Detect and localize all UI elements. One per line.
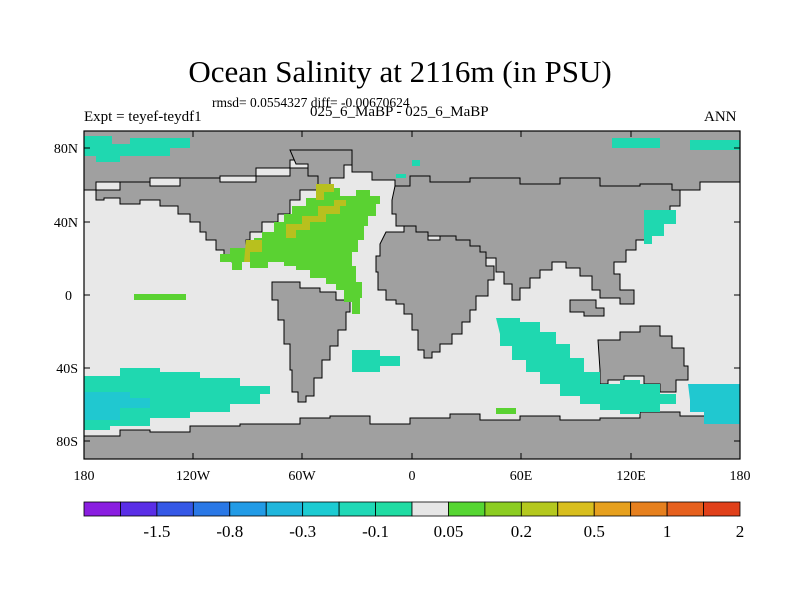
- africa: [375, 225, 495, 359]
- colorbar-swatch: [593, 501, 632, 517]
- gulf-high-anomaly: [244, 240, 262, 262]
- season-label: ANN: [704, 109, 737, 125]
- south-atlantic-anomaly: [352, 350, 400, 372]
- maritime-islands: [569, 299, 605, 317]
- arctic-far-east-anomaly: [690, 140, 740, 150]
- stats-text: rmsd= 0.0554327 diff= -0.00670624: [212, 95, 410, 110]
- colorbar-swatch: [666, 501, 704, 517]
- colorbar-swatch: [375, 501, 413, 517]
- colorbar-label: 0.05: [434, 522, 464, 541]
- atlantic-high-anomaly: [286, 200, 346, 238]
- colorbar-swatch: [83, 501, 121, 517]
- colorbar-label: 1: [663, 522, 672, 541]
- colorbar-swatch: [520, 501, 559, 517]
- lon-ticks: [192, 131, 632, 459]
- colorbar: [83, 501, 741, 517]
- lon-label: 180: [74, 469, 95, 484]
- lon-label: 60W: [288, 469, 316, 484]
- small-anomaly-a: [396, 174, 406, 178]
- colorbar-swatch: [265, 501, 304, 517]
- northwest-pacific-anomaly: [644, 210, 676, 244]
- south-america: [271, 281, 351, 403]
- pacific-positive-anomaly: [134, 294, 186, 300]
- colorbar-label: 2: [736, 522, 745, 541]
- lat-label: 80S: [56, 435, 78, 450]
- colorbar-swatch: [484, 501, 522, 517]
- colorbar-swatch: [229, 501, 267, 517]
- tasman-strong-anomaly: [688, 384, 740, 424]
- lat-label: 0: [65, 289, 72, 304]
- labrador-high-anomaly: [316, 184, 334, 200]
- colorbar-label: -0.1: [362, 522, 389, 541]
- indian-ocean-negative-anomaly: [496, 318, 676, 414]
- atlantic-positive-anomaly: [220, 188, 380, 314]
- experiment-label: Expt = teyef-teydf1: [84, 109, 202, 125]
- lat-label: 40S: [56, 362, 78, 377]
- lat-label: 80N: [54, 142, 78, 157]
- colorbar-label: 0.5: [584, 522, 605, 541]
- south-pacific-strong-anomaly: [84, 392, 150, 420]
- lon-label: 120W: [176, 469, 211, 484]
- lat-label: 40N: [54, 216, 78, 231]
- colorbar-swatch: [120, 501, 158, 517]
- map-title: Ocean Salinity at 2116m (in PSU): [188, 54, 612, 89]
- lon-label: 60E: [510, 469, 533, 484]
- colorbar-swatch: [411, 501, 449, 517]
- arctic-east-negative-anomaly: [612, 138, 660, 148]
- colorbar-label: -0.3: [289, 522, 316, 541]
- colorbar-labels: -1.5 -0.8 -0.3 -0.1 0.05 0.2 0.5 1 2: [143, 522, 744, 541]
- south-pacific-negative-anomaly: [84, 368, 270, 430]
- lon-label: 0: [409, 469, 416, 484]
- colorbar-swatch: [448, 501, 486, 517]
- small-anomaly-b: [412, 160, 420, 166]
- subtitle: 025_6_MaBP - 025_6_MaBP: [310, 104, 489, 120]
- colorbar-swatch: [156, 501, 194, 517]
- colorbar-swatch: [338, 501, 376, 517]
- australia: [597, 325, 689, 393]
- lon-label: 180: [730, 469, 751, 484]
- colorbar-swatch: [192, 501, 231, 517]
- colorbar-swatch: [630, 501, 668, 517]
- colorbar-label: -0.8: [216, 522, 243, 541]
- arctic-negative-anomaly: [84, 136, 190, 162]
- colorbar-swatch: [703, 501, 741, 517]
- lat-ticks: [84, 147, 740, 442]
- lon-label: 120E: [616, 469, 646, 484]
- colorbar-label: 0.2: [511, 522, 532, 541]
- southern-positive-anomaly: [496, 408, 516, 414]
- colorbar-swatch: [557, 501, 595, 517]
- colorbar-label: -1.5: [143, 522, 170, 541]
- antarctica: [83, 411, 741, 460]
- colorbar-swatch: [302, 501, 340, 517]
